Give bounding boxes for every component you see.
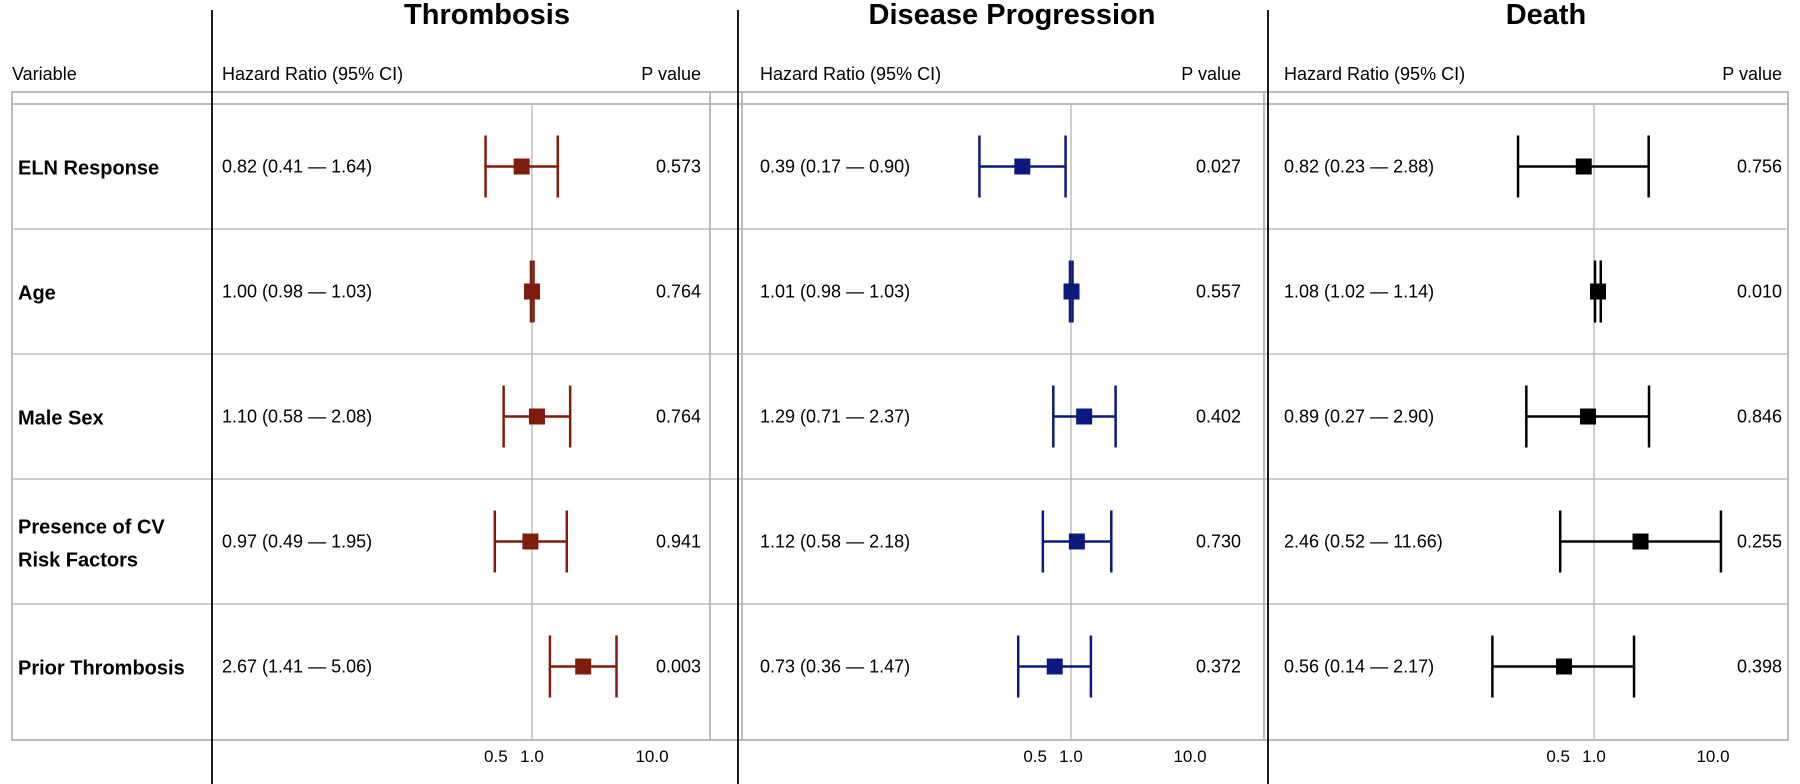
hazard-ratio-marker bbox=[575, 658, 592, 675]
hazard-ratio-marker bbox=[1589, 283, 1606, 300]
variable-label: Age bbox=[18, 283, 56, 305]
variable-label: ELN Response bbox=[18, 158, 159, 180]
hazard-ratio-marker bbox=[1076, 408, 1093, 425]
p-value: 0.573 bbox=[656, 157, 701, 177]
hazard-ratio-text: 1.01 (0.98 — 1.03) bbox=[760, 282, 910, 302]
hazard-ratio-header: Hazard Ratio (95% CI) bbox=[1284, 64, 1465, 84]
hazard-ratio-text: 0.82 (0.41 — 1.64) bbox=[222, 157, 372, 177]
panel-title: Death bbox=[1506, 0, 1587, 31]
hazard-ratio-text: 1.00 (0.98 — 1.03) bbox=[222, 282, 372, 302]
variable-label: Risk Factors bbox=[18, 550, 138, 572]
grid-layer bbox=[11, 10, 1789, 784]
hazard-ratio-text: 0.82 (0.23 — 2.88) bbox=[1284, 157, 1434, 177]
hazard-ratio-header: Hazard Ratio (95% CI) bbox=[760, 64, 941, 84]
variable-label: Prior Thrombosis bbox=[18, 658, 185, 680]
hazard-ratio-header: Hazard Ratio (95% CI) bbox=[222, 64, 403, 84]
hazard-ratio-marker bbox=[522, 533, 539, 550]
hazard-ratio-marker bbox=[1063, 283, 1080, 300]
hazard-ratio-marker bbox=[1579, 408, 1596, 425]
hazard-ratio-text: 1.10 (0.58 — 2.08) bbox=[222, 407, 372, 427]
x-tick-label: 1.0 bbox=[520, 747, 544, 766]
p-value: 0.846 bbox=[1737, 407, 1782, 427]
hazard-ratio-text: 0.56 (0.14 — 2.17) bbox=[1284, 657, 1434, 677]
p-value: 0.764 bbox=[656, 407, 701, 427]
hazard-ratio-marker bbox=[524, 283, 540, 300]
variable-header: Variable bbox=[12, 64, 77, 84]
hazard-ratio-text: 0.89 (0.27 — 2.90) bbox=[1284, 407, 1434, 427]
hazard-ratio-text: 1.12 (0.58 — 2.18) bbox=[760, 532, 910, 552]
hazard-ratio-marker bbox=[1632, 533, 1649, 550]
hazard-ratio-text: 0.39 (0.17 — 0.90) bbox=[760, 157, 910, 177]
table-border bbox=[11, 91, 1789, 741]
text-layer: Variable ELN Response Age Male Sex Presence … bbox=[12, 0, 1782, 766]
hazard-ratio-text: 1.08 (1.02 — 1.14) bbox=[1284, 282, 1434, 302]
hazard-ratio-marker bbox=[1575, 158, 1592, 175]
x-tick-label: 0.5 bbox=[1546, 747, 1570, 766]
p-value-header: P value bbox=[641, 64, 701, 84]
variable-label: Presence of CV bbox=[18, 517, 165, 539]
p-value: 0.010 bbox=[1737, 282, 1782, 302]
p-value: 0.255 bbox=[1737, 532, 1782, 552]
hazard-ratio-marker bbox=[513, 158, 530, 175]
hazard-ratio-text: 2.46 (0.52 — 11.66) bbox=[1284, 532, 1443, 552]
p-value-header: P value bbox=[1722, 64, 1782, 84]
hazard-ratio-marker bbox=[1068, 533, 1085, 550]
variable-label: Male Sex bbox=[18, 408, 104, 430]
p-value-header: P value bbox=[1181, 64, 1241, 84]
p-value: 0.941 bbox=[656, 532, 701, 552]
p-value: 0.372 bbox=[1196, 657, 1241, 677]
hazard-ratio-text: 2.67 (1.41 — 5.06) bbox=[222, 657, 372, 677]
x-tick-label: 0.5 bbox=[484, 747, 508, 766]
panel-title: Thrombosis bbox=[404, 0, 570, 31]
x-tick-label: 10.0 bbox=[1696, 747, 1729, 766]
p-value: 0.398 bbox=[1737, 657, 1782, 677]
hazard-ratio-text: 0.73 (0.36 — 1.47) bbox=[760, 657, 910, 677]
x-tick-label: 1.0 bbox=[1582, 747, 1606, 766]
x-tick-label: 10.0 bbox=[635, 747, 668, 766]
p-value: 0.756 bbox=[1737, 157, 1782, 177]
p-value: 0.027 bbox=[1196, 157, 1241, 177]
hazard-ratio-marker bbox=[1046, 658, 1063, 675]
x-tick-label: 1.0 bbox=[1059, 747, 1083, 766]
panel-title: Disease Progression bbox=[869, 0, 1156, 31]
x-tick-label: 0.5 bbox=[1023, 747, 1047, 766]
hazard-ratio-marker bbox=[528, 408, 545, 425]
hazard-ratio-marker bbox=[1014, 158, 1031, 175]
p-value: 0.402 bbox=[1196, 407, 1241, 427]
p-value: 0.557 bbox=[1196, 282, 1241, 302]
p-value: 0.764 bbox=[656, 282, 701, 302]
x-tick-label: 10.0 bbox=[1173, 747, 1206, 766]
marks-layer bbox=[484, 135, 1723, 698]
p-value: 0.003 bbox=[656, 657, 701, 677]
hazard-ratio-text: 1.29 (0.71 — 2.37) bbox=[760, 407, 910, 427]
hazard-ratio-marker bbox=[1556, 658, 1573, 675]
hazard-ratio-text: 0.97 (0.49 — 1.95) bbox=[222, 532, 372, 552]
p-value: 0.730 bbox=[1196, 532, 1241, 552]
